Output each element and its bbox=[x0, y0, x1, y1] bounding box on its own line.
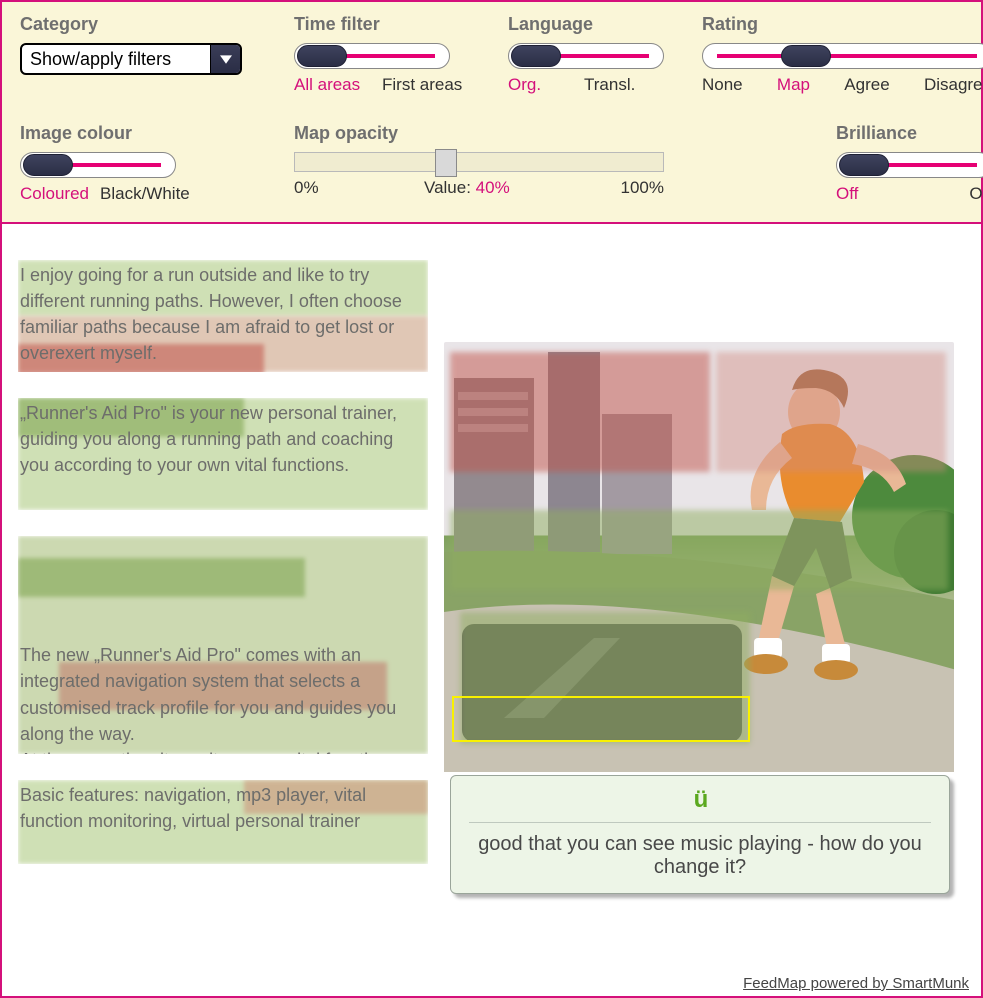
rating-tick-1: Map bbox=[777, 75, 810, 95]
language-right: Transl. bbox=[584, 75, 635, 95]
category-control: Category Show/apply filters bbox=[20, 14, 280, 95]
paragraph-4[interactable]: Basic features: navigation, mp3 player, … bbox=[18, 780, 428, 864]
controls-panel: Category Show/apply filters Time filter … bbox=[2, 2, 981, 224]
rating-slider[interactable] bbox=[702, 43, 983, 69]
image-colour-label: Image colour bbox=[20, 123, 280, 144]
opacity-min: 0% bbox=[294, 178, 424, 198]
smile-icon: ü bbox=[469, 786, 931, 814]
time-filter-right: First areas bbox=[382, 75, 462, 95]
illustration[interactable]: ü good that you can see music playing - … bbox=[444, 342, 954, 772]
image-colour-left: Coloured bbox=[20, 184, 100, 204]
time-filter-toggle[interactable] bbox=[294, 43, 450, 69]
footer-link[interactable]: FeedMap powered by SmartMunk bbox=[743, 975, 969, 992]
comment-popup: ü good that you can see music playing - … bbox=[450, 775, 950, 894]
rating-control: Rating None Map Agree Disagree bbox=[702, 14, 983, 95]
language-label: Language bbox=[508, 14, 688, 35]
opacity-max: 100% bbox=[510, 178, 664, 198]
language-toggle[interactable] bbox=[508, 43, 664, 69]
language-control: Language Org. Transl. bbox=[508, 14, 688, 95]
brilliance-right: On bbox=[969, 184, 983, 204]
time-filter-label: Time filter bbox=[294, 14, 494, 35]
image-colour-toggle[interactable] bbox=[20, 152, 176, 178]
paragraph-2[interactable]: „Runner's Aid Pro" is your new personal … bbox=[18, 398, 428, 510]
opacity-slider[interactable] bbox=[294, 152, 664, 172]
time-filter-left: All areas bbox=[294, 75, 382, 95]
image-colour-control: Image colour Coloured Black/White bbox=[20, 123, 280, 204]
text-column: I enjoy going for a run outside and like… bbox=[18, 254, 428, 992]
paragraph-1[interactable]: I enjoy going for a run outside and like… bbox=[18, 260, 428, 372]
brilliance-control: Brilliance Off On bbox=[836, 123, 983, 204]
brilliance-left: Off bbox=[836, 184, 858, 204]
category-selected: Show/apply filters bbox=[22, 45, 210, 73]
chevron-down-icon bbox=[210, 45, 240, 73]
rating-tick-2: Agree bbox=[844, 75, 889, 95]
paragraph-3[interactable]: The new „Runner's Aid Pro" comes with an… bbox=[18, 536, 428, 754]
rating-label: Rating bbox=[702, 14, 983, 35]
time-filter-control: Time filter All areas First areas bbox=[294, 14, 494, 95]
brilliance-label: Brilliance bbox=[836, 123, 983, 144]
category-label: Category bbox=[20, 14, 280, 35]
opacity-control: Map opacity 0% Value: 40% 100% bbox=[294, 123, 688, 204]
opacity-thumb[interactable] bbox=[435, 149, 457, 177]
opacity-label: Map opacity bbox=[294, 123, 688, 144]
category-select[interactable]: Show/apply filters bbox=[20, 43, 242, 75]
comment-text: good that you can see music playing - ho… bbox=[469, 833, 931, 879]
brilliance-toggle[interactable] bbox=[836, 152, 983, 178]
rating-tick-3: Disagree bbox=[924, 75, 983, 95]
opacity-value: Value: 40% bbox=[424, 178, 510, 198]
language-left: Org. bbox=[508, 75, 584, 95]
content-area: I enjoy going for a run outside and like… bbox=[2, 224, 981, 996]
image-column: ü good that you can see music playing - … bbox=[444, 254, 965, 992]
rating-tick-0: None bbox=[702, 75, 743, 95]
selection-rect[interactable] bbox=[452, 696, 750, 742]
image-colour-right: Black/White bbox=[100, 184, 190, 204]
